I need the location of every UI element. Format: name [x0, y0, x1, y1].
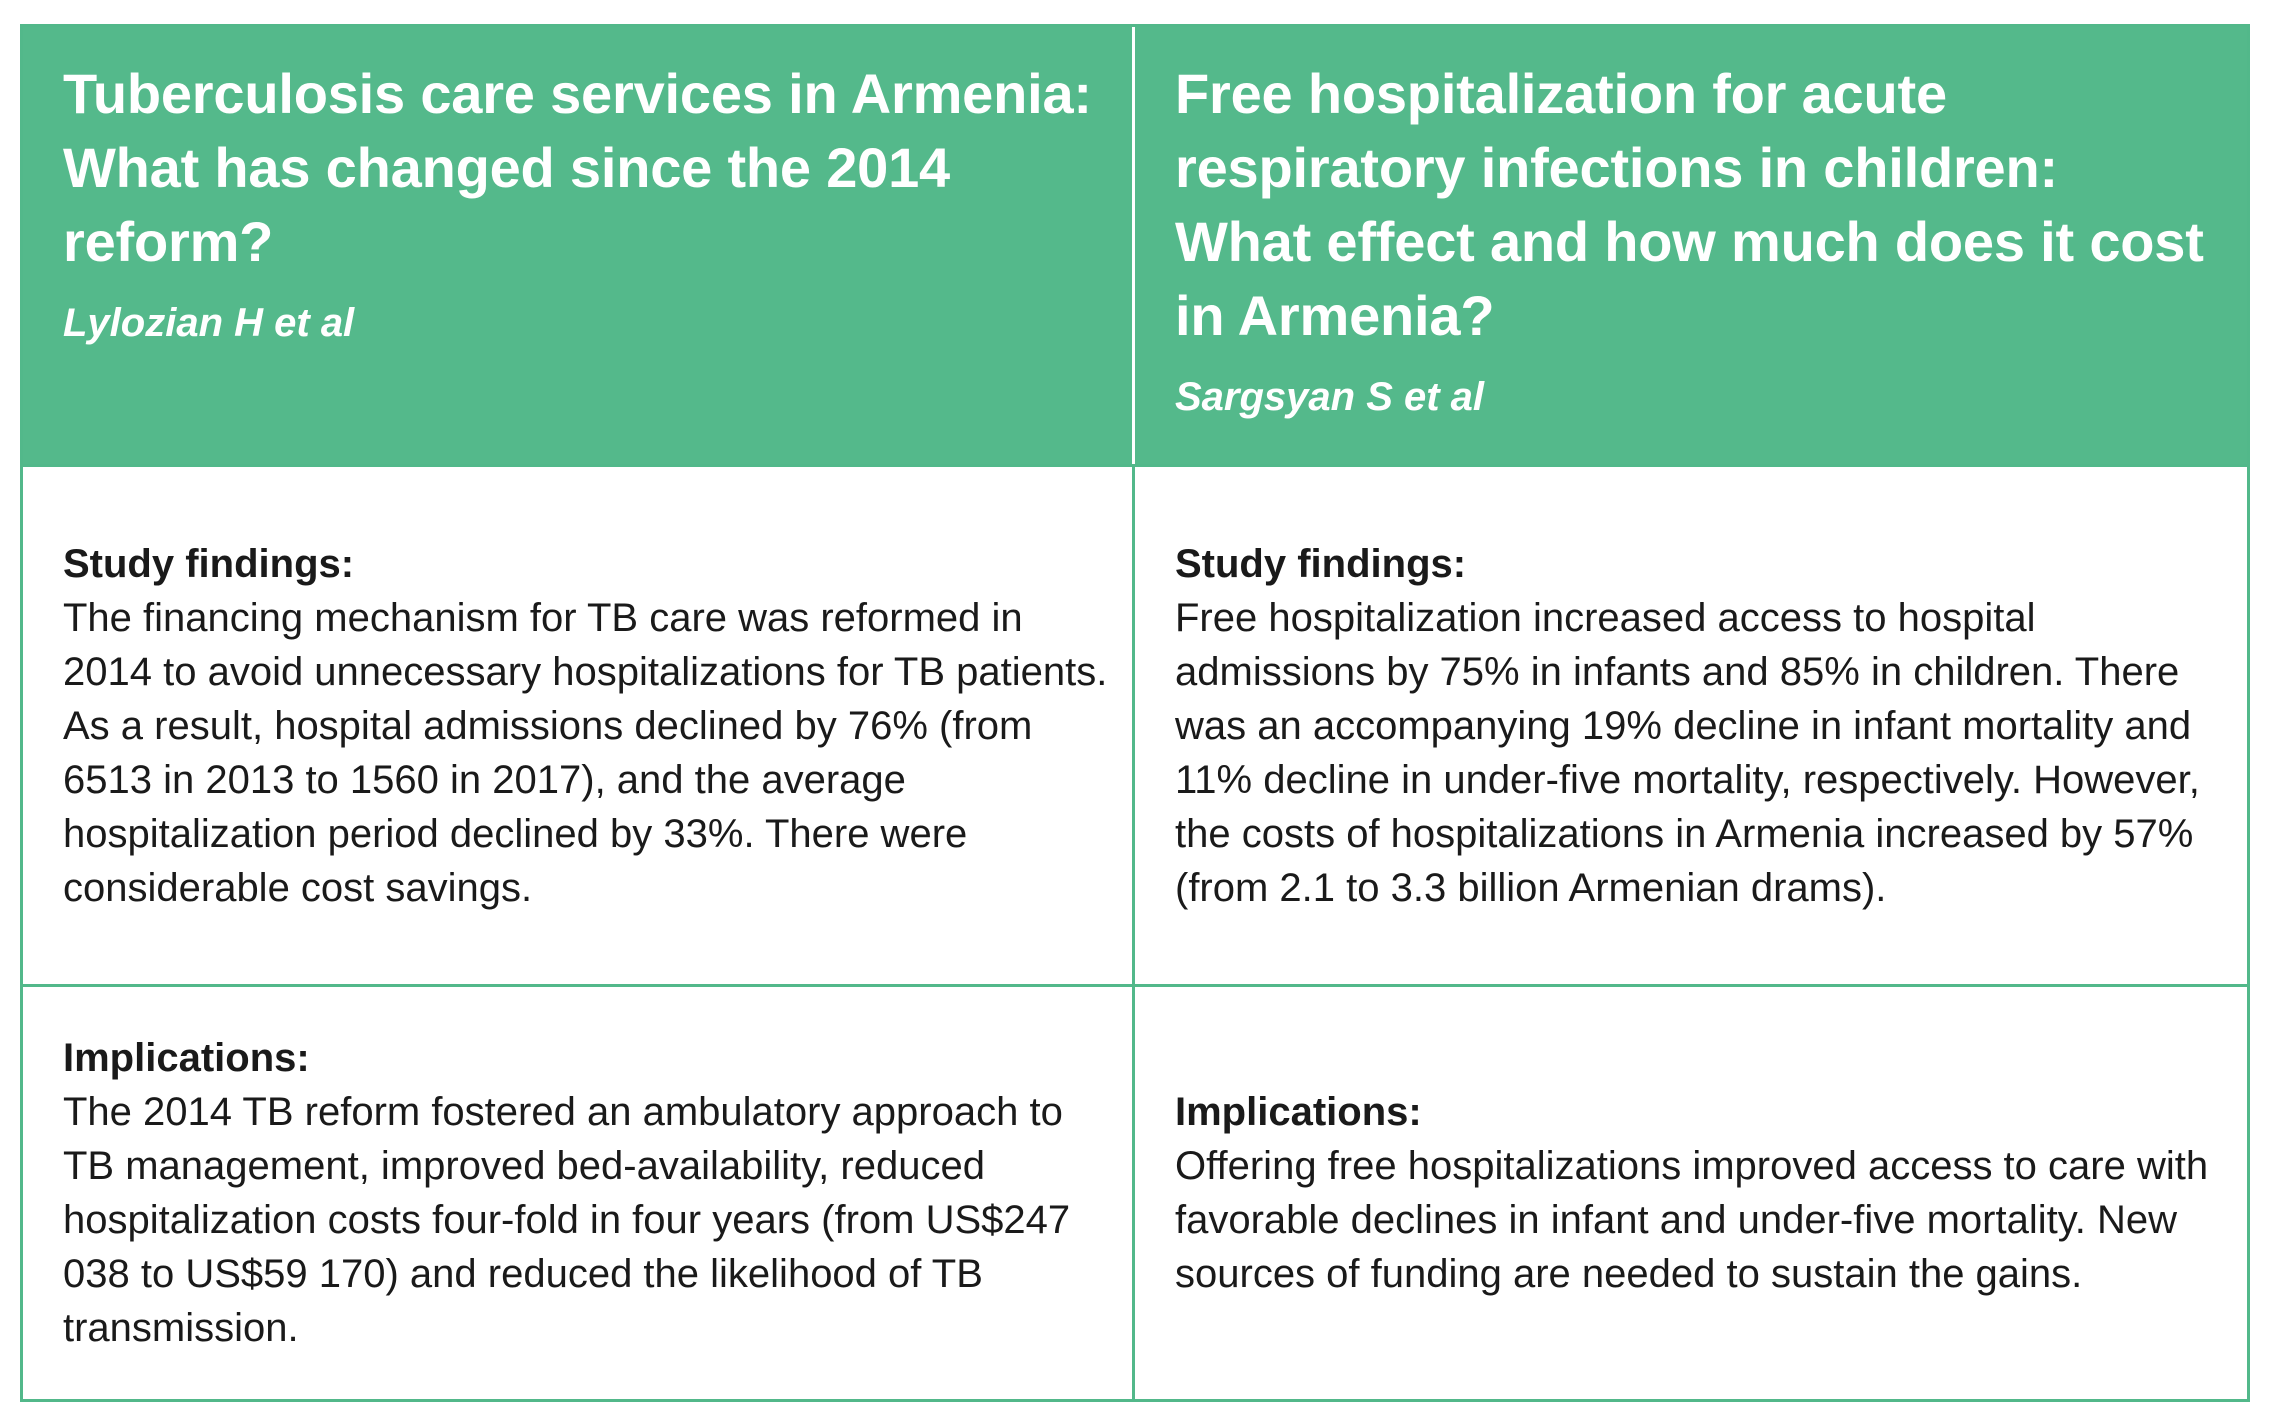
implications-label: Implications:: [63, 1036, 310, 1080]
implications-text: Offering free hospitalizations improved …: [1175, 1144, 2209, 1296]
study-header-ari: Free hospitalization for acute respirato…: [1135, 27, 2247, 464]
implications-cell-tb: Implications: The 2014 TB reform fostere…: [23, 984, 1135, 1399]
implications-cell-ari: Implications: Offering free hospitalizat…: [1135, 984, 2247, 1399]
study-header-tb: Tuberculosis care services in Armenia: W…: [23, 27, 1135, 464]
implications-label: Implications:: [1175, 1090, 1422, 1134]
implications-text: The 2014 TB reform fostered an ambulator…: [63, 1090, 1071, 1350]
study-title: Tuberculosis care services in Armenia: W…: [63, 62, 1092, 273]
findings-text: Free hospitalization increased access to…: [1175, 595, 2200, 910]
findings-text: The financing mechanism for TB care was …: [63, 595, 1108, 910]
findings-label: Study findings:: [63, 541, 355, 586]
findings-cell-ari: Study findings: Free hospitalization inc…: [1135, 464, 2247, 984]
findings-cell-tb: Study findings: The financing mechanism …: [23, 464, 1135, 984]
study-authors: Lylozian H et al: [63, 301, 355, 345]
study-title: Free hospitalization for acute respirato…: [1175, 62, 2204, 347]
summary-table: Tuberculosis care services in Armenia: W…: [20, 24, 2250, 1402]
findings-label: Study findings:: [1175, 541, 1467, 586]
study-authors: Sargsyan S et al: [1175, 375, 1485, 419]
